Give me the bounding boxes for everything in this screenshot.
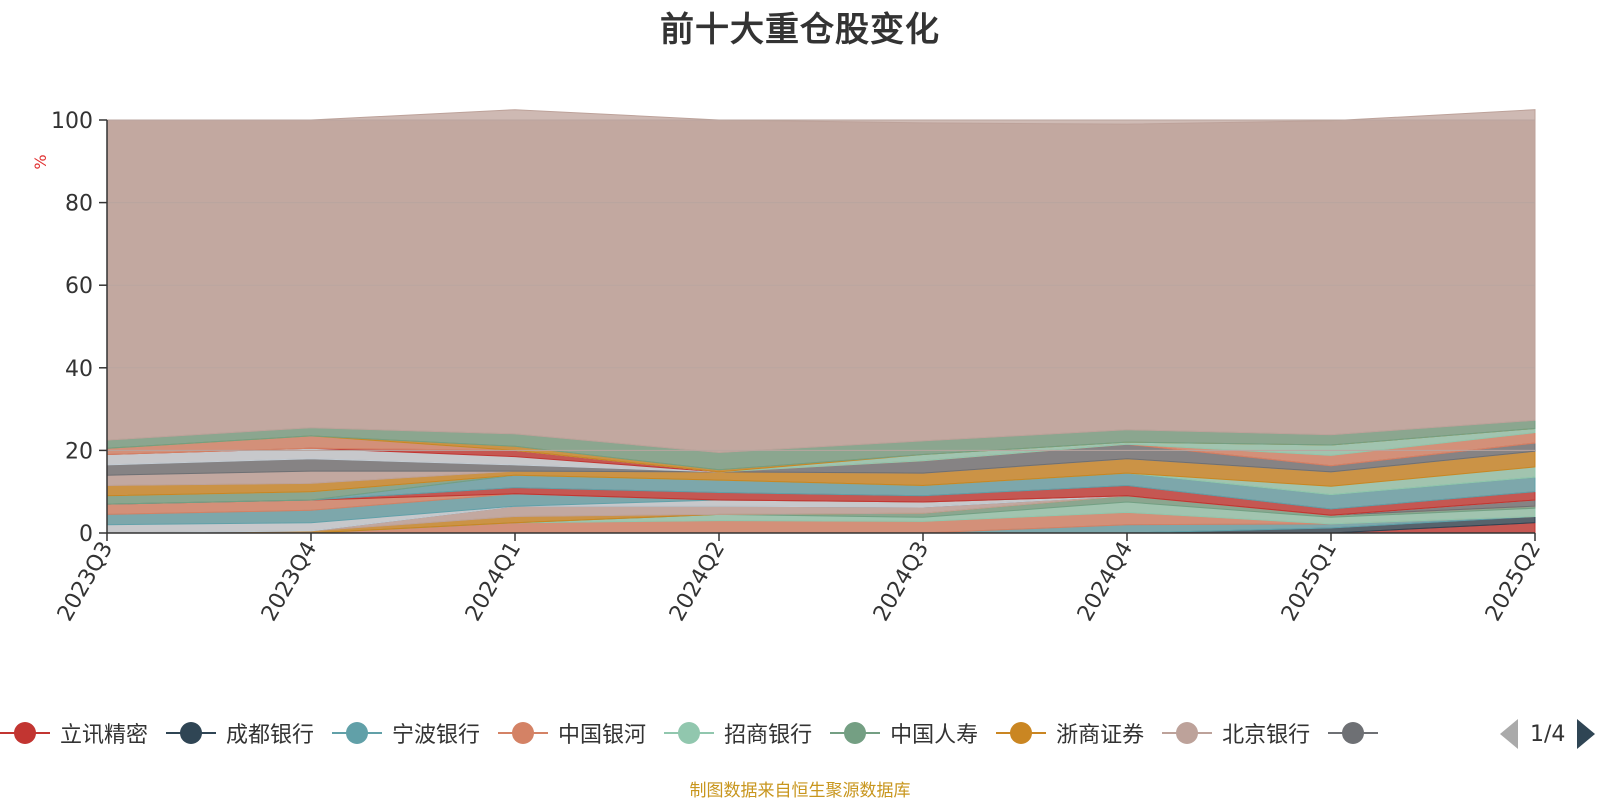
legend-label: 宁波银行 bbox=[392, 723, 481, 748]
legend-item-2[interactable]: 宁波银行 bbox=[332, 715, 494, 751]
legend-label: 中国人寿 bbox=[890, 723, 979, 748]
pager-text: 1/4 bbox=[1530, 721, 1566, 747]
x-tick-label-3: 2024Q2 bbox=[665, 538, 730, 626]
legend-marker-icon bbox=[664, 718, 715, 748]
legend-pager: 1/4 bbox=[1500, 718, 1600, 750]
legend-item-4[interactable]: 招商银行 bbox=[664, 715, 826, 751]
y-tick-label-5: 100 bbox=[51, 109, 93, 134]
legend-marker-icon bbox=[0, 718, 50, 748]
legend-label: 招商银行 bbox=[724, 723, 813, 748]
legend-label: 立讯精密 bbox=[60, 723, 149, 748]
x-tick-label-2: 2024Q1 bbox=[461, 538, 526, 626]
area-series-25 bbox=[106, 109, 1536, 454]
legend-item-8[interactable] bbox=[1328, 715, 1402, 751]
pager-prev-icon[interactable] bbox=[1500, 719, 1518, 749]
x-tick-label-4: 2024Q3 bbox=[869, 538, 934, 626]
y-tick-label-3: 60 bbox=[65, 274, 93, 299]
legend-label: 中国银河 bbox=[558, 723, 647, 748]
x-tick-label-7: 2025Q2 bbox=[1481, 538, 1546, 626]
legend-item-3[interactable]: 中国银河 bbox=[498, 715, 660, 751]
y-tick-label-2: 40 bbox=[65, 357, 93, 382]
legend-item-6[interactable]: 浙商证券 bbox=[996, 715, 1158, 751]
y-tick-label-4: 80 bbox=[65, 192, 93, 217]
legend-marker-icon bbox=[830, 718, 881, 748]
legend-item-5[interactable]: 中国人寿 bbox=[830, 715, 992, 751]
legend-marker-icon bbox=[166, 718, 217, 748]
x-tick-label-5: 2024Q4 bbox=[1073, 538, 1138, 626]
legend: 立讯精密 成都银行 宁波银行 中国银河 招商银行 中国人寿 浙商证券 北京银行 bbox=[0, 715, 1484, 751]
y-axis-label: % bbox=[31, 154, 50, 169]
legend-item-1[interactable]: 成都银行 bbox=[166, 715, 328, 751]
legend-label: 北京银行 bbox=[1222, 723, 1311, 748]
x-tick-label-1: 2023Q4 bbox=[257, 538, 322, 626]
legend-marker-icon bbox=[996, 718, 1047, 748]
legend-item-0[interactable]: 立讯精密 bbox=[0, 715, 162, 751]
legend-item-7[interactable]: 北京银行 bbox=[1162, 715, 1324, 751]
x-tick-label-6: 2025Q1 bbox=[1277, 538, 1342, 626]
pager-next-icon[interactable] bbox=[1577, 719, 1596, 749]
x-tick-label-0: 2023Q3 bbox=[53, 538, 118, 626]
legend-marker-icon bbox=[1162, 718, 1213, 748]
legend-marker-icon bbox=[1328, 718, 1379, 748]
legend-marker-icon bbox=[332, 718, 383, 748]
legend-marker-icon bbox=[498, 718, 549, 748]
source-note: 制图数据来自恒生聚源数据库 bbox=[689, 781, 911, 801]
chart-title: 前十大重仓股变化 bbox=[660, 10, 940, 50]
stacked-area-chart: 0 20 40 60 80 100% 2023Q3 2023Q4 2024Q1 2024Q2 202… bbox=[31, 109, 1546, 626]
y-tick-label-0: 0 bbox=[79, 522, 93, 547]
legend-label: 浙商证券 bbox=[1056, 723, 1145, 748]
legend-label: 成都银行 bbox=[226, 723, 315, 748]
y-tick-label-1: 20 bbox=[65, 439, 93, 464]
